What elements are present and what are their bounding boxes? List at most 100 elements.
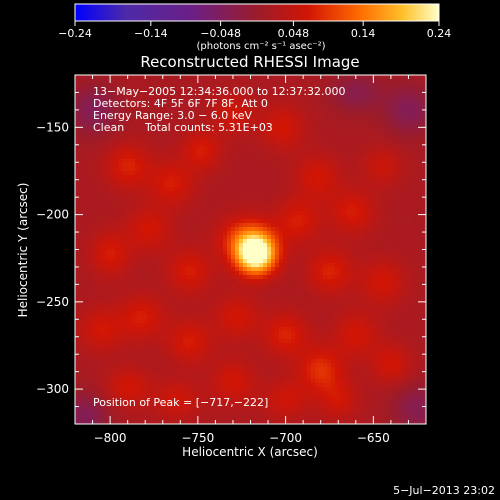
intensity-cell [151, 243, 156, 248]
intensity-cell [91, 159, 96, 164]
intensity-cell [211, 155, 216, 160]
intensity-cell [419, 243, 424, 248]
intensity-cell [343, 151, 348, 156]
intensity-cell [91, 199, 96, 204]
intensity-cell [387, 107, 392, 112]
intensity-cell [263, 143, 268, 148]
intensity-cell [231, 287, 236, 292]
intensity-cell [395, 211, 400, 216]
intensity-cell [135, 79, 140, 84]
intensity-cell [303, 163, 308, 168]
intensity-cell [411, 167, 416, 172]
intensity-cell [295, 127, 300, 132]
intensity-cell [391, 255, 396, 260]
intensity-cell [111, 159, 116, 164]
intensity-cell [103, 119, 108, 124]
intensity-cell [363, 227, 368, 232]
intensity-cell [195, 103, 200, 108]
intensity-cell [259, 95, 264, 100]
intensity-cell [163, 135, 168, 140]
intensity-cell [79, 271, 84, 276]
intensity-cell [115, 223, 120, 228]
intensity-cell [419, 95, 424, 100]
intensity-cell [291, 203, 296, 208]
intensity-cell [235, 235, 240, 240]
intensity-cell [327, 235, 332, 240]
intensity-cell [215, 267, 220, 272]
intensity-cell [179, 111, 184, 116]
intensity-cell [79, 263, 84, 268]
intensity-cell [407, 275, 412, 280]
intensity-cell [95, 223, 100, 228]
intensity-cell [87, 255, 92, 260]
intensity-cell [167, 143, 172, 148]
intensity-cell [259, 211, 264, 216]
intensity-cell [207, 191, 212, 196]
intensity-cell [415, 287, 420, 292]
intensity-cell [155, 135, 160, 140]
intensity-cell [419, 127, 424, 132]
intensity-cell [219, 267, 224, 272]
intensity-cell [319, 183, 324, 188]
intensity-cell [135, 167, 140, 172]
intensity-cell [343, 123, 348, 128]
intensity-cell [399, 91, 404, 96]
intensity-cell [263, 75, 268, 80]
intensity-cell [255, 131, 260, 136]
intensity-cell [175, 83, 180, 88]
intensity-cell [87, 135, 92, 140]
intensity-cell [139, 115, 144, 120]
intensity-cell [167, 107, 172, 112]
intensity-cell [107, 167, 112, 172]
intensity-cell [127, 91, 132, 96]
intensity-cell [395, 275, 400, 280]
intensity-cell [247, 287, 252, 292]
intensity-cell [271, 219, 276, 224]
intensity-cell [395, 267, 400, 272]
intensity-cell [207, 239, 212, 244]
intensity-cell [187, 83, 192, 88]
intensity-cell [127, 167, 132, 172]
intensity-cell [303, 179, 308, 184]
intensity-cell [211, 87, 216, 92]
intensity-cell [263, 263, 268, 268]
intensity-cell [79, 295, 84, 300]
intensity-cell [107, 239, 112, 244]
intensity-cell [355, 279, 360, 284]
intensity-cell [351, 163, 356, 168]
intensity-cell [379, 107, 384, 112]
intensity-cell [147, 211, 152, 216]
intensity-cell [347, 279, 352, 284]
intensity-cell [231, 83, 236, 88]
intensity-cell [299, 215, 304, 220]
intensity-cell [355, 227, 360, 232]
intensity-cell [203, 243, 208, 248]
intensity-cell [123, 175, 128, 180]
intensity-cell [199, 119, 204, 124]
intensity-cell [391, 167, 396, 172]
intensity-cell [195, 123, 200, 128]
intensity-cell [319, 139, 324, 144]
intensity-cell [319, 179, 324, 184]
intensity-cell [131, 299, 136, 304]
intensity-cell [375, 251, 380, 256]
intensity-cell [283, 187, 288, 192]
intensity-cell [319, 91, 324, 96]
intensity-cell [287, 183, 292, 188]
intensity-cell [119, 263, 124, 268]
intensity-cell [371, 283, 376, 288]
intensity-cell [339, 143, 344, 148]
intensity-cell [339, 151, 344, 156]
intensity-cell [215, 247, 220, 252]
intensity-cell [167, 299, 172, 304]
intensity-cell [311, 279, 316, 284]
intensity-cell [131, 175, 136, 180]
intensity-cell [287, 95, 292, 100]
intensity-cell [239, 91, 244, 96]
intensity-cell [215, 235, 220, 240]
intensity-cell [247, 135, 252, 140]
intensity-cell [83, 187, 88, 192]
intensity-cell [175, 139, 180, 144]
intensity-cell [423, 255, 426, 260]
intensity-cell [331, 159, 336, 164]
